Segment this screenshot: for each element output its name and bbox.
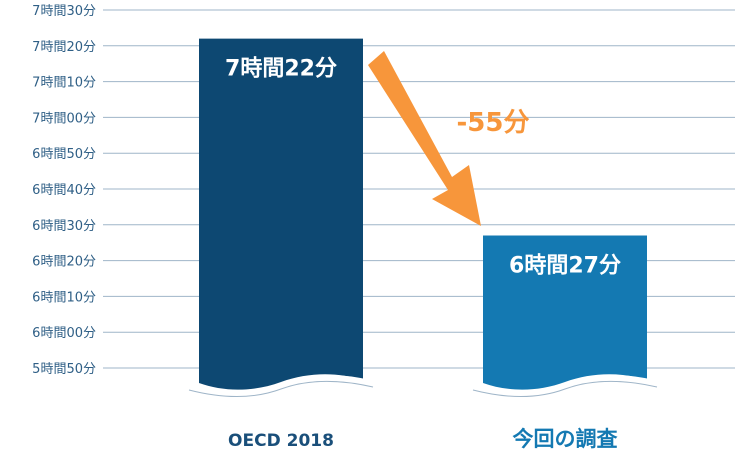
arrow-shape — [368, 51, 481, 226]
bar-value-label: 7時間22分 — [225, 57, 337, 82]
y-tick-label: 5時間50分 — [32, 362, 96, 377]
decrease-arrow: -55分 — [368, 51, 529, 226]
y-tick-label: 7時間00分 — [32, 111, 96, 126]
y-tick-label: 6時間40分 — [32, 183, 96, 198]
bar-2 — [483, 235, 647, 390]
y-tick-label: 6時間00分 — [32, 326, 96, 341]
bars: 7時間22分 6時間27分 — [188, 38, 658, 398]
bar-value-label: 6時間27分 — [509, 254, 621, 279]
category-label: 今回の調査 — [513, 427, 618, 451]
y-axis-tick-labels: 7時間30分 7時間20分 7時間10分 7時間00分 6時間50分 6時間40分 6時間3… — [32, 4, 96, 377]
y-tick-label: 6時間30分 — [32, 219, 96, 234]
difference-label: -55分 — [457, 108, 530, 138]
category-label: OECD 2018 — [228, 431, 334, 451]
y-tick-label: 6時間10分 — [32, 290, 96, 305]
y-tick-label: 7時間10分 — [32, 76, 96, 91]
y-tick-label: 7時間20分 — [32, 40, 96, 55]
category-labels: OECD 2018 今回の調査 — [228, 427, 617, 451]
y-tick-label: 7時間30分 — [32, 4, 96, 19]
bar-1 — [199, 38, 363, 390]
y-tick-label: 6時間50分 — [32, 147, 96, 162]
y-tick-label: 6時間20分 — [32, 255, 96, 270]
